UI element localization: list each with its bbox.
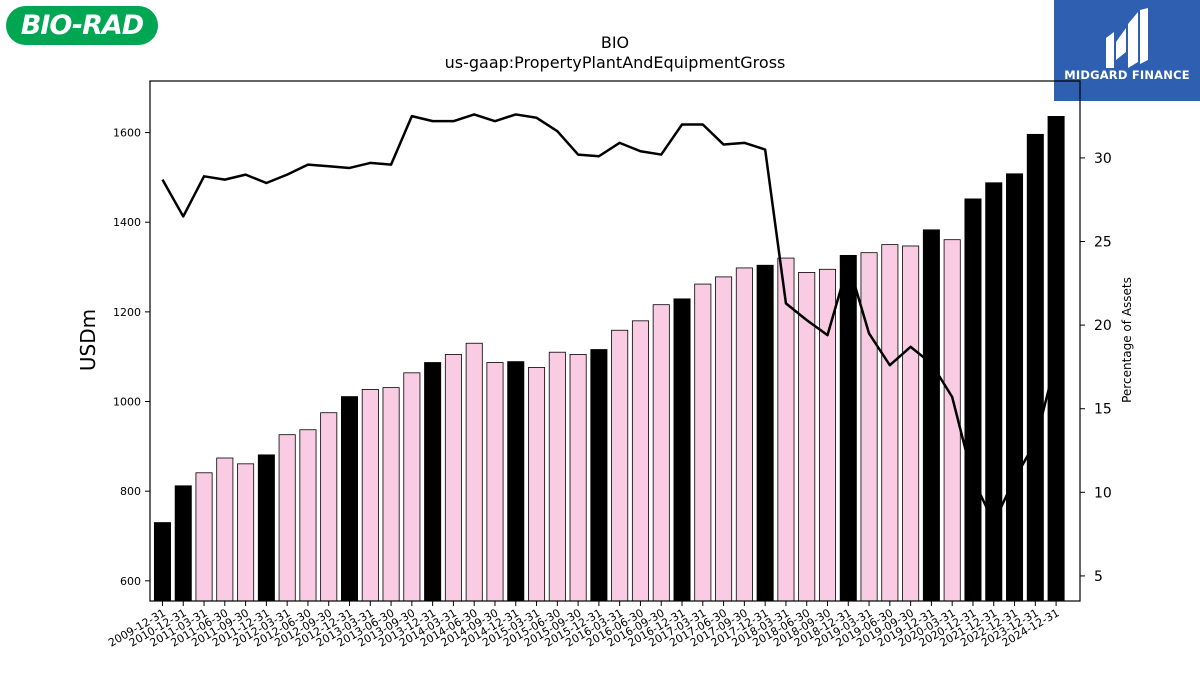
bar-2011-09-30 bbox=[237, 463, 255, 602]
y2-tick-label-5: 5 bbox=[1094, 569, 1103, 585]
bar-2012-06-30 bbox=[299, 429, 317, 602]
bar-series bbox=[153, 116, 1065, 602]
axes bbox=[149, 80, 1081, 602]
bar-2017-03-31 bbox=[694, 283, 712, 602]
bar-2012-03-31 bbox=[278, 434, 296, 602]
y2-tick-label-25: 25 bbox=[1094, 235, 1112, 251]
chart-title: BIO bbox=[600, 33, 630, 52]
bar-2021-12-31 bbox=[985, 182, 1003, 602]
bar-2019-12-31 bbox=[922, 229, 940, 602]
bar-2011-12-31 bbox=[257, 454, 275, 602]
y-tick-label-600: 600 bbox=[120, 575, 141, 588]
bar-2013-03-31 bbox=[361, 389, 379, 602]
line-series bbox=[161, 113, 1058, 524]
bar-2012-09-30 bbox=[320, 412, 338, 602]
bar-2015-09-30 bbox=[569, 354, 587, 602]
bar-2017-12-31 bbox=[756, 264, 774, 602]
y2-tick-label-20: 20 bbox=[1094, 318, 1112, 334]
bar-2015-03-31 bbox=[528, 367, 546, 602]
bar-2013-06-30 bbox=[382, 387, 400, 602]
bar-2017-06-30 bbox=[715, 276, 733, 602]
percentage-line bbox=[161, 113, 1058, 524]
bar-2023-12-31 bbox=[1026, 133, 1044, 602]
bar-2013-09-30 bbox=[403, 372, 421, 602]
bio-rad-logo-text: BIO-RAD bbox=[20, 10, 144, 41]
y-tick-label-1000: 1000 bbox=[113, 396, 141, 409]
bar-2024-12-31 bbox=[1047, 116, 1065, 602]
ticks: 6008001000120014001600510152025302009-12… bbox=[106, 127, 1112, 650]
bar-2019-06-30 bbox=[881, 244, 899, 602]
bar-2017-09-30 bbox=[735, 267, 753, 602]
y2-tick-label-10: 10 bbox=[1094, 485, 1112, 501]
bar-2016-03-31 bbox=[611, 329, 629, 602]
bar-2009-12-31 bbox=[153, 522, 171, 602]
midgard-finance-logo: MIDGARD FINANCE bbox=[1054, 0, 1200, 101]
bar-2012-12-31 bbox=[340, 396, 359, 602]
bar-2019-09-30 bbox=[902, 245, 920, 602]
bar-2014-09-30 bbox=[486, 362, 504, 602]
bio-rad-logo: BIO-RAD bbox=[6, 6, 158, 45]
bar-2014-12-31 bbox=[507, 361, 525, 602]
y-tick-label-1400: 1400 bbox=[113, 216, 141, 229]
y-tick-label-1600: 1600 bbox=[113, 127, 141, 140]
chart-subtitle: us-gaap:PropertyPlantAndEquipmentGross bbox=[444, 53, 786, 72]
y-tick-label-800: 800 bbox=[120, 485, 141, 498]
y-tick-label-1200: 1200 bbox=[113, 306, 141, 319]
bar-2019-03-31 bbox=[860, 252, 878, 602]
bar-2015-06-30 bbox=[548, 351, 566, 602]
midgard-finance-label: MIDGARD FINANCE bbox=[1064, 68, 1190, 82]
bar-2010-12-31 bbox=[174, 485, 192, 602]
bar-2022-12-31 bbox=[1006, 173, 1024, 602]
bar-2011-06-30 bbox=[216, 457, 234, 602]
bar-2018-06-30 bbox=[798, 272, 816, 602]
bar-2020-12-31 bbox=[964, 198, 982, 602]
y2-tick-label-30: 30 bbox=[1094, 151, 1112, 167]
bar-2015-12-31 bbox=[590, 349, 608, 602]
bar-2013-12-31 bbox=[424, 362, 442, 602]
plot-frame bbox=[149, 80, 1081, 602]
bar-2011-03-31 bbox=[195, 472, 213, 602]
midgard-mark-icon bbox=[1106, 8, 1148, 68]
bar-2014-06-30 bbox=[465, 342, 483, 602]
bar-2016-09-30 bbox=[652, 304, 670, 602]
y2-tick-label-15: 15 bbox=[1094, 402, 1112, 418]
bar-2016-06-30 bbox=[631, 320, 649, 602]
bar-2016-12-31 bbox=[673, 298, 691, 602]
bar-2018-12-31 bbox=[839, 254, 857, 602]
bar-2014-03-31 bbox=[444, 354, 462, 602]
